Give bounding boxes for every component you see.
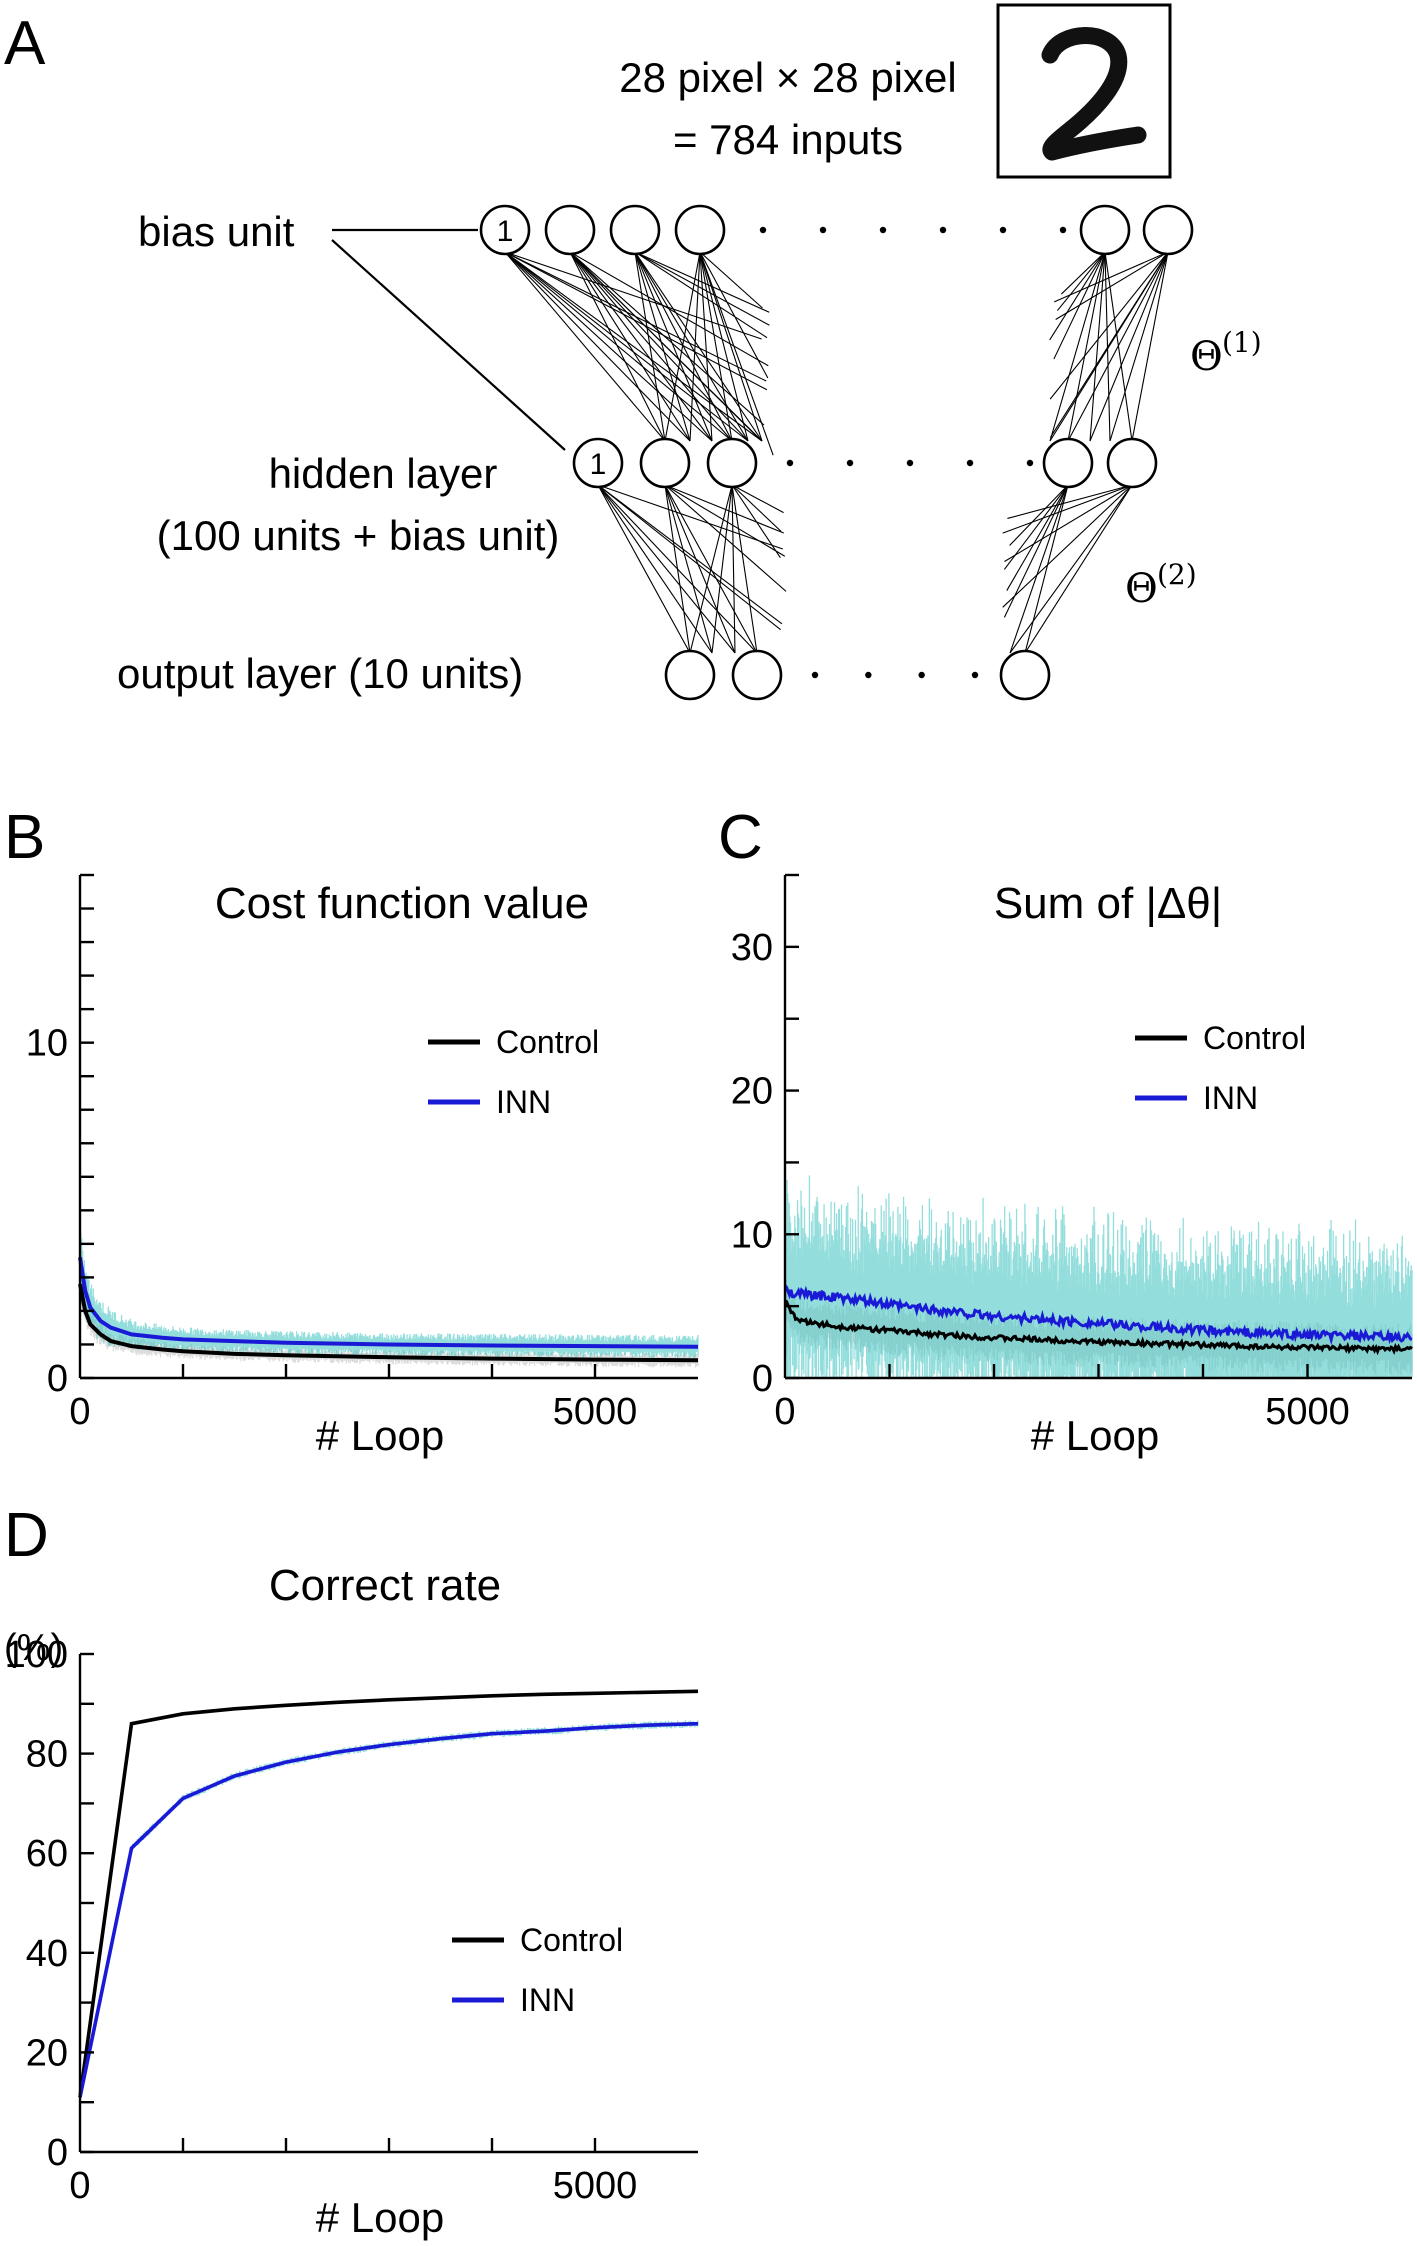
chart-d-plot: 0 20 40 60 80 100 0 5000 Control INN [5, 1634, 699, 2207]
y-tick-label: 20 [26, 2032, 68, 2074]
y-tick-label: 0 [752, 1358, 773, 1400]
bias-node-label: 1 [590, 448, 607, 481]
series-line-control [78, 1689, 699, 2098]
input-node [674, 204, 726, 256]
hidden-node [572, 437, 624, 489]
ellipsis-dot [819, 226, 827, 234]
ellipsis-dot [939, 226, 947, 234]
x-tick-label: 0 [69, 1391, 90, 1433]
series-noise-band-inn [79, 1720, 699, 2100]
y-tick-label: 10 [26, 1023, 68, 1065]
ellipsis-dot [865, 671, 872, 679]
ellipsis-dot [1059, 226, 1067, 234]
hidden-layer-units-label: (100 units + bias unit) [157, 512, 560, 559]
chart-c-xlabel: # Loop [1031, 1412, 1159, 1459]
chart-d-ylabel: (%) [4, 1627, 63, 1669]
y-tick-label: 10 [731, 1214, 773, 1256]
chart-d-title: Correct rate [269, 1561, 501, 1610]
panel-letter-c: C [718, 803, 763, 872]
hidden-node [1042, 437, 1094, 489]
chart-c-title: Sum of |Δθ| [994, 879, 1222, 928]
series-line-control [78, 1283, 699, 1363]
bias-unit-label: bias unit [138, 208, 295, 255]
x-tick-label: 5000 [553, 2165, 638, 2207]
output-layer-label: output layer (10 units) [117, 650, 523, 697]
series-line-inn [783, 1284, 1413, 1346]
theta1-symbol: Θ [1190, 334, 1223, 380]
panel-letter-d: D [4, 1501, 49, 1570]
chart-b-plot: 0 10 0 5000 Control INN [26, 873, 699, 1433]
legend-label: Control [520, 1922, 623, 1958]
output-node [731, 649, 783, 701]
output-node [664, 649, 716, 701]
panel-d: D Correct rate (%) 0 20 40 60 80 100 0 5000 Cont… [4, 1501, 699, 2241]
y-tick-label: 40 [26, 1933, 68, 1975]
y-tick-label: 20 [731, 1071, 773, 1113]
x-tick-label: 5000 [1265, 1391, 1350, 1433]
panel-letter-a: A [4, 9, 46, 78]
handwritten-digit-image [996, 3, 1172, 179]
panel-letter-b: B [4, 803, 45, 872]
legend-label: INN [496, 1084, 551, 1120]
ellipsis-dot [786, 459, 794, 467]
hidden-node [706, 437, 758, 489]
network-ellipsis-dots [759, 226, 1067, 679]
hidden-node [639, 437, 691, 489]
ellipsis-dot [918, 671, 925, 679]
chart-d-xlabel: # Loop [316, 2194, 444, 2241]
x-tick-label: 0 [774, 1391, 795, 1433]
output-node [999, 649, 1051, 701]
ellipsis-dot [846, 459, 854, 467]
input-count-label: = 784 inputs [673, 116, 903, 163]
input-node [1142, 204, 1194, 256]
legend-label: Control [1203, 1020, 1306, 1056]
panel-b: B Cost function value 0 10 0 5000 Control INN… [4, 803, 699, 1459]
network-nodes: 11 [479, 204, 1194, 701]
chart-b-xlabel: # Loop [316, 1412, 444, 1459]
input-node [544, 204, 596, 256]
y-tick-label: 60 [26, 1833, 68, 1875]
ellipsis-dot [759, 226, 767, 234]
ellipsis-dot [811, 671, 819, 679]
hidden-node [1106, 437, 1158, 489]
theta2-symbol: Θ [1125, 566, 1158, 612]
series-line-inn [78, 1721, 699, 2098]
ellipsis-dot [906, 459, 914, 467]
panel-a: A 28 pixel × 28 pixel = 784 inputs bias … [4, 3, 1262, 701]
y-tick-label: 100 [5, 1634, 68, 1676]
ellipsis-dot [879, 226, 887, 234]
x-tick-label: 5000 [553, 1391, 638, 1433]
network-edges [504, 251, 1169, 654]
chart-c-plot: 0 10 20 30 0 5000 Control INN [731, 873, 1413, 1433]
ellipsis-dot [971, 671, 979, 679]
ellipsis-dot [999, 226, 1007, 234]
x-tick-label: 0 [69, 2165, 90, 2207]
legend-label: Control [496, 1024, 599, 1060]
theta2-superscript: (2) [1157, 558, 1197, 591]
y-tick-label: 80 [26, 1734, 68, 1776]
input-node [1079, 204, 1131, 256]
theta1-superscript: (1) [1222, 326, 1262, 359]
input-node [609, 204, 661, 256]
series-line-control [784, 1299, 1413, 1356]
y-tick-label: 0 [47, 2132, 68, 2174]
ellipsis-dot [966, 459, 974, 467]
panel-c: C Sum of |Δθ| 0 10 20 30 0 5000 Control INN # L… [718, 803, 1413, 1459]
chart-b-title: Cost function value [215, 879, 589, 928]
ellipsis-dot [1026, 459, 1034, 467]
legend-label: INN [520, 1982, 575, 2018]
hidden-layer-label: hidden layer [269, 450, 498, 497]
y-tick-label: 0 [47, 1358, 68, 1400]
input-node [479, 204, 531, 256]
input-size-label: 28 pixel × 28 pixel [619, 54, 956, 101]
bias-node-label: 1 [497, 215, 514, 248]
legend-label: INN [1203, 1080, 1258, 1116]
y-tick-label: 30 [731, 927, 773, 969]
